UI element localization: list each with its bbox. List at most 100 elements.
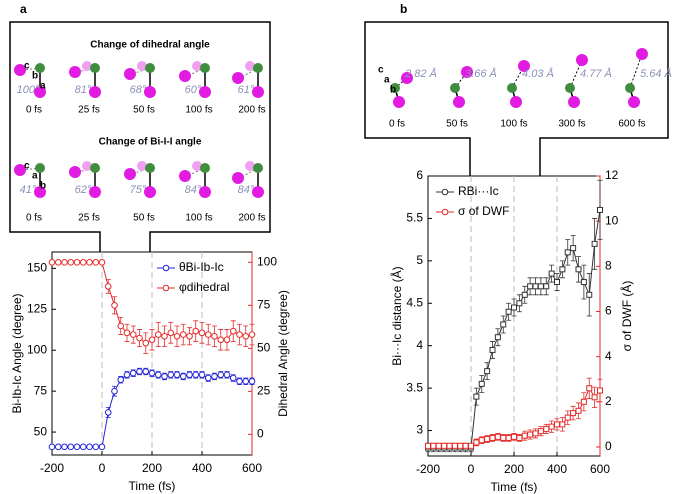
marker bbox=[564, 249, 571, 256]
marker bbox=[79, 259, 87, 266]
marker bbox=[142, 368, 150, 375]
bond bbox=[21, 167, 41, 171]
marker bbox=[229, 327, 237, 335]
x-tick-label: 0 bbox=[468, 462, 475, 476]
molecule bbox=[507, 60, 530, 108]
marker bbox=[198, 371, 206, 379]
y2-axis-label: Dihedral Angle (degree) bbox=[276, 290, 290, 417]
y-tick-label: 75 bbox=[34, 383, 48, 397]
i-atom-ghost bbox=[82, 61, 92, 71]
marker bbox=[446, 442, 453, 449]
distance-label: 2.82 Å bbox=[404, 67, 437, 80]
marker bbox=[154, 331, 162, 338]
marker bbox=[575, 266, 582, 273]
i-atom bbox=[576, 54, 588, 66]
y-tick-label: 6 bbox=[416, 168, 423, 182]
marker bbox=[54, 259, 62, 266]
bond bbox=[131, 167, 151, 175]
marker bbox=[123, 329, 131, 337]
marker bbox=[173, 332, 181, 340]
marker bbox=[217, 336, 225, 344]
molecule bbox=[390, 72, 413, 108]
marker bbox=[580, 398, 587, 405]
marker bbox=[570, 245, 577, 252]
y2-tick-label: 4 bbox=[605, 349, 612, 363]
marker bbox=[521, 291, 528, 298]
i-atom bbox=[144, 186, 156, 198]
y-tick-label: 5.5 bbox=[406, 211, 423, 225]
angle-label: 84° bbox=[238, 184, 255, 196]
marker bbox=[591, 240, 598, 247]
atom-label: c bbox=[24, 61, 30, 72]
molecule bbox=[232, 61, 264, 98]
i-atom-ghost bbox=[137, 161, 147, 171]
i-atom bbox=[401, 72, 413, 84]
y-tick-label: 150 bbox=[27, 261, 47, 275]
i-atom bbox=[69, 166, 81, 178]
panel-label: a bbox=[20, 2, 27, 16]
y-tick-label: 100 bbox=[27, 342, 47, 356]
marker bbox=[161, 373, 168, 380]
angle-label: 68° bbox=[130, 84, 147, 96]
x-tick-label: 200 bbox=[142, 461, 162, 475]
marker bbox=[129, 331, 137, 338]
marker bbox=[92, 443, 100, 451]
marker bbox=[591, 394, 598, 401]
y2-tick-label: 12 bbox=[605, 168, 619, 182]
bi-atom bbox=[200, 63, 210, 73]
time-label: 300 fs bbox=[558, 119, 585, 130]
bi-atom bbox=[90, 63, 100, 73]
time-label: 0 fs bbox=[389, 119, 405, 130]
marker bbox=[570, 410, 577, 417]
marker bbox=[586, 291, 593, 298]
time-label: 50 fs bbox=[446, 119, 468, 130]
molecule bbox=[69, 161, 101, 198]
marker bbox=[129, 369, 137, 377]
bi-atom bbox=[625, 83, 635, 93]
legend-label: σ of DWF bbox=[458, 204, 509, 218]
molecule bbox=[565, 54, 588, 108]
marker bbox=[117, 376, 125, 383]
marker bbox=[505, 434, 512, 441]
i-atom bbox=[124, 68, 136, 80]
marker bbox=[204, 331, 212, 338]
bi-atom bbox=[450, 83, 460, 93]
atom-label: c bbox=[378, 65, 384, 76]
marker bbox=[478, 380, 485, 387]
marker bbox=[248, 331, 256, 338]
inset-title: Change of dihedral angle bbox=[90, 40, 210, 51]
angle-label: 61° bbox=[238, 84, 255, 96]
legend-label: θBi-Ib-Ic bbox=[179, 260, 224, 274]
i-atom bbox=[252, 186, 264, 198]
marker bbox=[136, 334, 143, 342]
y2-tick-label: 0 bbox=[257, 427, 264, 441]
i-atom bbox=[124, 168, 136, 180]
marker bbox=[543, 425, 550, 432]
marker bbox=[61, 443, 68, 451]
marker bbox=[548, 270, 555, 277]
i-atom bbox=[69, 66, 81, 78]
x-tick-label: 400 bbox=[192, 461, 212, 475]
time-label: 0 fs bbox=[26, 213, 42, 224]
marker bbox=[111, 302, 118, 309]
marker bbox=[473, 439, 480, 446]
x-axis-label: Time (fs) bbox=[129, 479, 176, 493]
time-label: 0 fs bbox=[26, 105, 42, 116]
marker bbox=[468, 442, 474, 449]
legend-marker bbox=[441, 208, 449, 216]
marker bbox=[198, 329, 206, 337]
molecule bbox=[625, 48, 648, 108]
bi-atom bbox=[90, 163, 100, 173]
angle-label: 84° bbox=[185, 184, 202, 196]
y2-tick-label: 6 bbox=[605, 304, 612, 318]
marker bbox=[186, 371, 193, 379]
marker bbox=[161, 332, 168, 340]
y-axis-label: Bi···Ic distance (Å) bbox=[389, 266, 404, 365]
marker bbox=[67, 259, 75, 266]
marker bbox=[435, 442, 442, 449]
angle-label: 60° bbox=[185, 84, 202, 96]
marker bbox=[48, 443, 56, 451]
marker bbox=[543, 283, 550, 290]
bi-atom bbox=[507, 83, 517, 93]
time-label: 100 fs bbox=[500, 119, 527, 130]
